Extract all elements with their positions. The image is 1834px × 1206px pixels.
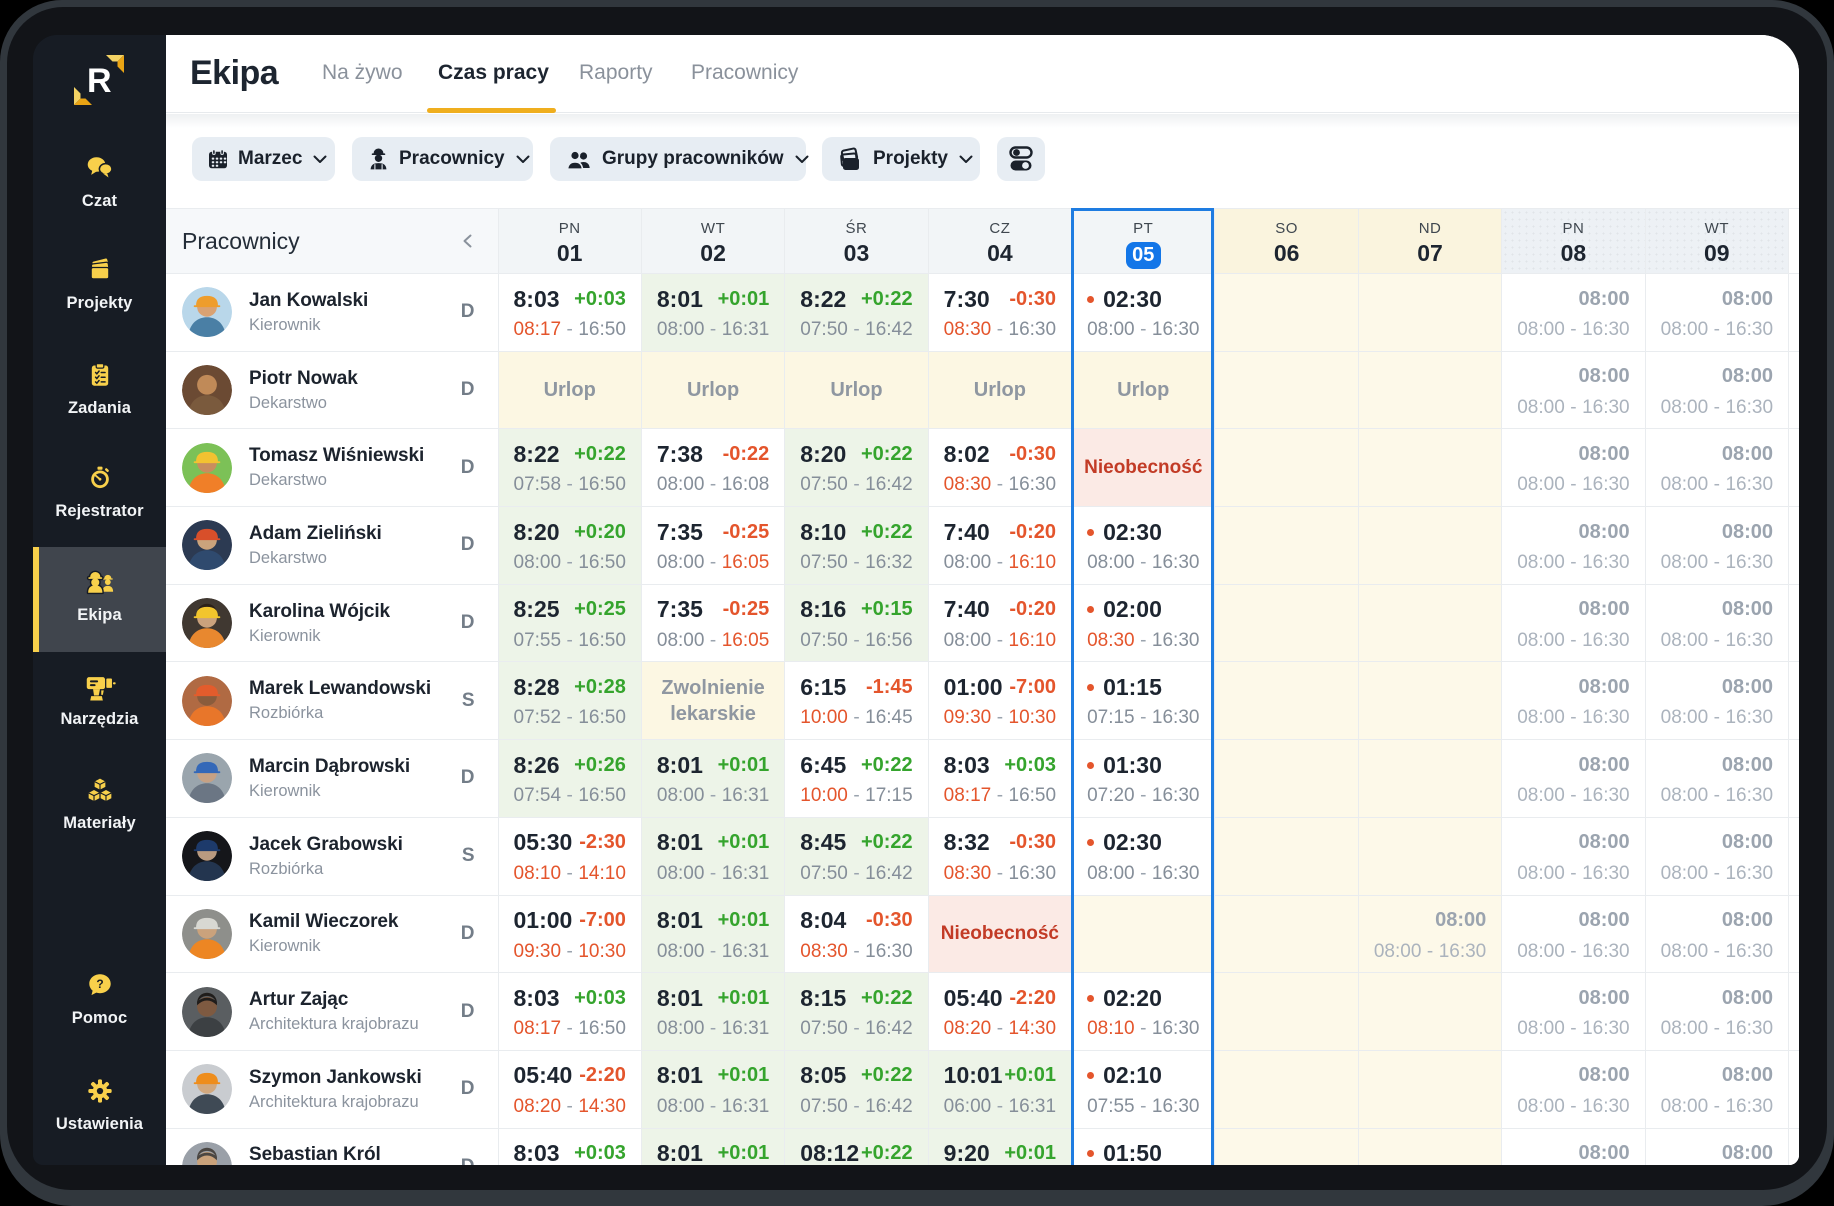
svg-text:?: ? [96, 977, 103, 991]
svg-text:R: R [87, 62, 112, 100]
